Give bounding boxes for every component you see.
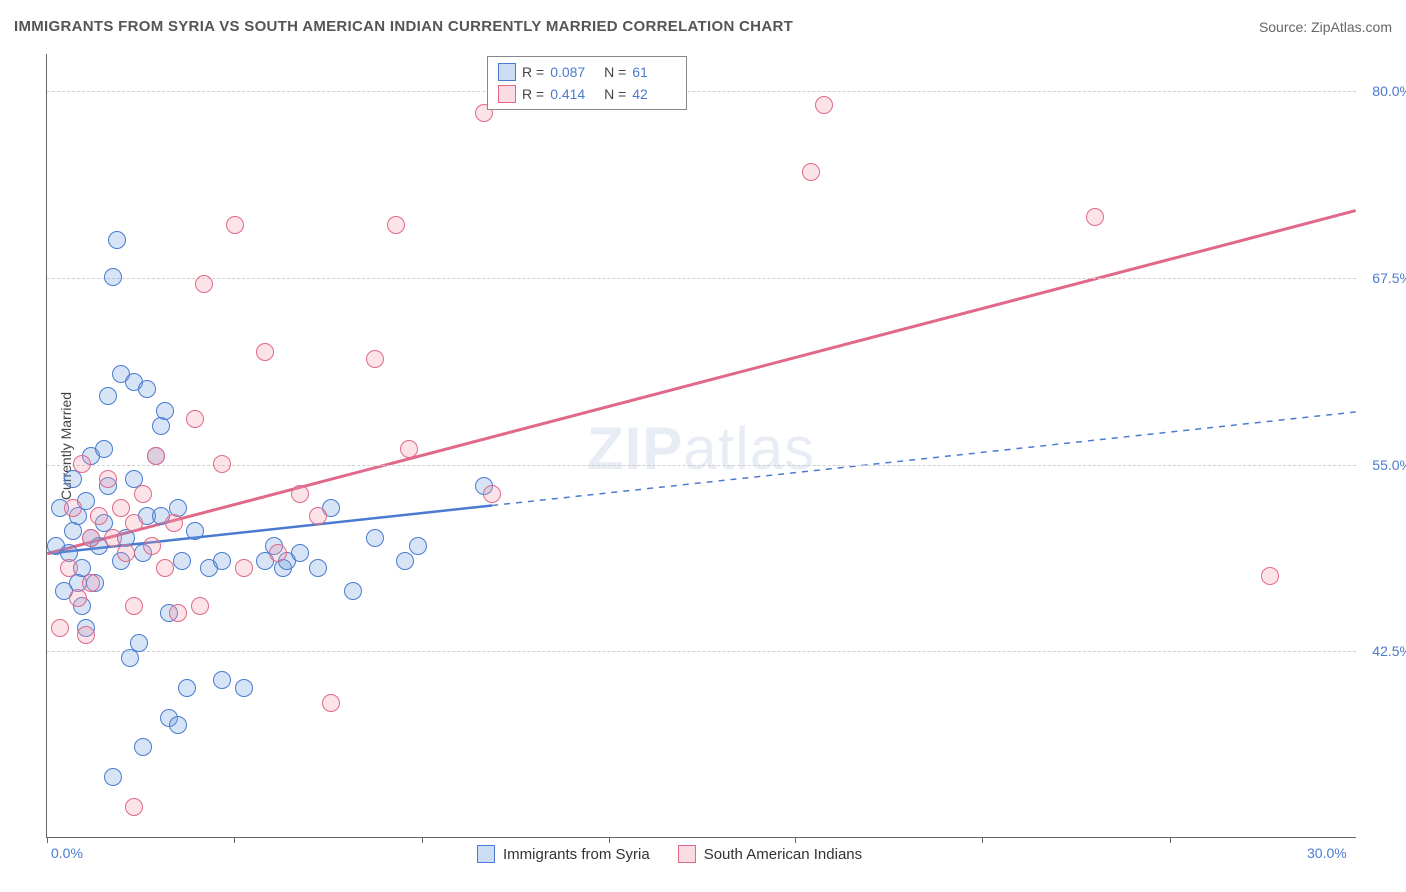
y-tick-label: 55.0%	[1362, 457, 1406, 473]
data-point	[73, 455, 91, 473]
data-point	[409, 537, 427, 555]
data-point	[117, 544, 135, 562]
x-tick	[47, 837, 48, 843]
gridline	[47, 278, 1356, 279]
data-point	[104, 268, 122, 286]
data-point	[134, 738, 152, 756]
data-point	[802, 163, 820, 181]
legend-label: Immigrants from Syria	[503, 846, 650, 863]
data-point	[156, 559, 174, 577]
data-point	[213, 671, 231, 689]
data-point	[173, 552, 191, 570]
data-point	[125, 514, 143, 532]
x-tick-label: 30.0%	[1307, 845, 1347, 861]
legend-swatch	[678, 845, 696, 863]
x-tick	[609, 837, 610, 843]
data-point	[191, 597, 209, 615]
legend-swatch	[477, 845, 495, 863]
data-point	[64, 499, 82, 517]
data-point	[95, 440, 113, 458]
data-point	[69, 589, 87, 607]
data-point	[815, 96, 833, 114]
series-legend: Immigrants from Syria South American Indi…	[477, 845, 862, 863]
x-tick	[234, 837, 235, 843]
data-point	[130, 634, 148, 652]
data-point	[125, 597, 143, 615]
data-point	[195, 275, 213, 293]
data-point	[82, 574, 100, 592]
data-point	[178, 679, 196, 697]
gridline	[47, 651, 1356, 652]
data-point	[112, 499, 130, 517]
data-point	[400, 440, 418, 458]
x-tick	[795, 837, 796, 843]
data-point	[186, 522, 204, 540]
y-tick-label: 67.5%	[1362, 270, 1406, 286]
gridline	[47, 91, 1356, 92]
data-point	[235, 559, 253, 577]
legend-swatch	[498, 85, 516, 103]
data-point	[387, 216, 405, 234]
stats-legend-row: R = 0.414 N = 42	[498, 83, 676, 105]
data-point	[165, 514, 183, 532]
data-point	[291, 485, 309, 503]
data-point	[322, 694, 340, 712]
data-point	[1261, 567, 1279, 585]
data-point	[213, 552, 231, 570]
data-point	[60, 559, 78, 577]
data-point	[186, 410, 204, 428]
data-point	[51, 619, 69, 637]
data-point	[213, 455, 231, 473]
data-point	[309, 559, 327, 577]
data-point	[309, 507, 327, 525]
data-point	[1086, 208, 1104, 226]
data-point	[99, 470, 117, 488]
scatter-chart: ZIPatlas 42.5%55.0%67.5%80.0%0.0%30.0%R …	[46, 54, 1356, 838]
legend-swatch	[498, 63, 516, 81]
stats-legend: R = 0.087 N = 61R = 0.414 N = 42	[487, 56, 687, 110]
y-tick-label: 80.0%	[1362, 83, 1406, 99]
trend-line-dashed	[492, 412, 1355, 506]
data-point	[366, 529, 384, 547]
data-point	[82, 529, 100, 547]
data-point	[344, 582, 362, 600]
data-point	[104, 768, 122, 786]
data-point	[226, 216, 244, 234]
data-point	[269, 544, 287, 562]
data-point	[138, 380, 156, 398]
y-tick-label: 42.5%	[1362, 643, 1406, 659]
x-tick	[982, 837, 983, 843]
legend-label: South American Indians	[704, 846, 862, 863]
gridline	[47, 465, 1356, 466]
data-point	[147, 447, 165, 465]
data-point	[77, 626, 95, 644]
data-point	[104, 529, 122, 547]
data-point	[366, 350, 384, 368]
data-point	[90, 507, 108, 525]
data-point	[134, 485, 152, 503]
watermark: ZIPatlas	[587, 414, 815, 483]
data-point	[108, 231, 126, 249]
legend-item: Immigrants from Syria	[477, 845, 650, 863]
data-point	[291, 544, 309, 562]
data-point	[256, 343, 274, 361]
trend-line	[47, 211, 1355, 554]
data-point	[396, 552, 414, 570]
data-point	[169, 716, 187, 734]
chart-title: IMMIGRANTS FROM SYRIA VS SOUTH AMERICAN …	[14, 18, 793, 35]
data-point	[483, 485, 501, 503]
data-point	[125, 798, 143, 816]
data-point	[169, 604, 187, 622]
stats-legend-row: R = 0.087 N = 61	[498, 61, 676, 83]
data-point	[99, 387, 117, 405]
x-tick-label: 0.0%	[51, 845, 83, 861]
data-point	[156, 402, 174, 420]
source-label: Source: ZipAtlas.com	[1259, 19, 1392, 35]
data-point	[143, 537, 161, 555]
data-point	[235, 679, 253, 697]
legend-item: South American Indians	[678, 845, 862, 863]
x-tick	[422, 837, 423, 843]
x-tick	[1170, 837, 1171, 843]
